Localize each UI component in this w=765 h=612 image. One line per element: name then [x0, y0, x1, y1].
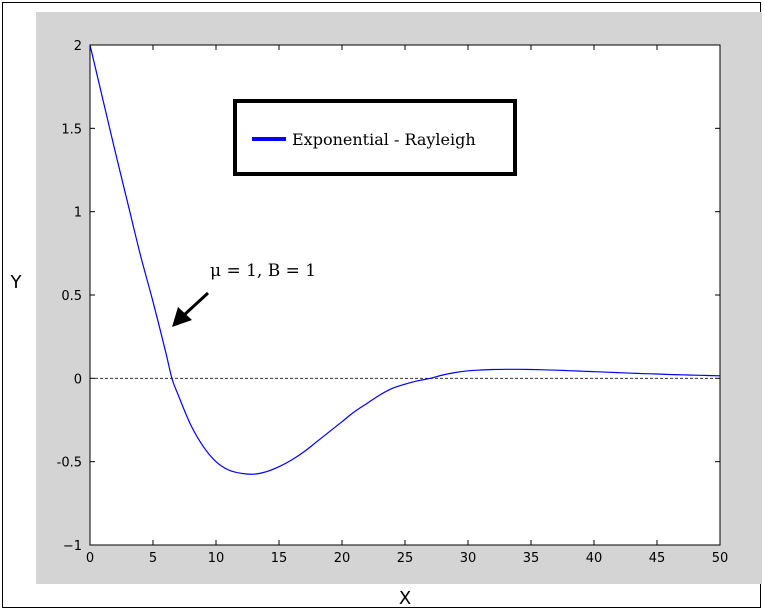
x-axis-label: X [399, 588, 411, 609]
y-tick-label: 1.5 [61, 122, 82, 137]
legend-label: Exponential - Rayleigh [292, 130, 476, 149]
x-tick-label: 20 [334, 551, 351, 566]
x-tick-label: 0 [86, 551, 94, 566]
annotation-arrow [181, 291, 210, 318]
annotation: μ = 1, B = 1 [172, 261, 316, 327]
series-layer [89, 44, 721, 475]
x-tick-label: 30 [460, 551, 477, 566]
x-tick-label: 50 [712, 551, 729, 566]
plot-area-border [89, 44, 721, 546]
y-tick-label: 0.5 [61, 289, 82, 304]
annotation-arrowhead [172, 307, 192, 327]
series-line [89, 44, 721, 475]
x-tick-label: 35 [523, 551, 540, 566]
y-tick-label: −1 [63, 539, 82, 554]
legend: Exponential - Rayleigh [233, 99, 517, 176]
x-tick-label: 5 [149, 551, 157, 566]
y-tick-label: 0 [74, 372, 82, 387]
x-tick-label: 25 [397, 551, 414, 566]
x-tick-label: 40 [586, 551, 603, 566]
x-tick-label: 15 [271, 551, 288, 566]
y-tick-label: -0.5 [57, 456, 82, 471]
ticks-layer: 0 5 10 15 20 25 30 35 40 45 50 −1 -0.5 0 0.5 1 1.5 2 [57, 39, 729, 566]
y-tick-label: 1 [74, 206, 82, 221]
x-tick-label: 45 [649, 551, 666, 566]
x-tick-label: 10 [208, 551, 225, 566]
y-axis-label: Y [10, 272, 23, 293]
y-tick-label: 2 [74, 39, 82, 54]
annotation-text: μ = 1, B = 1 [210, 261, 316, 281]
